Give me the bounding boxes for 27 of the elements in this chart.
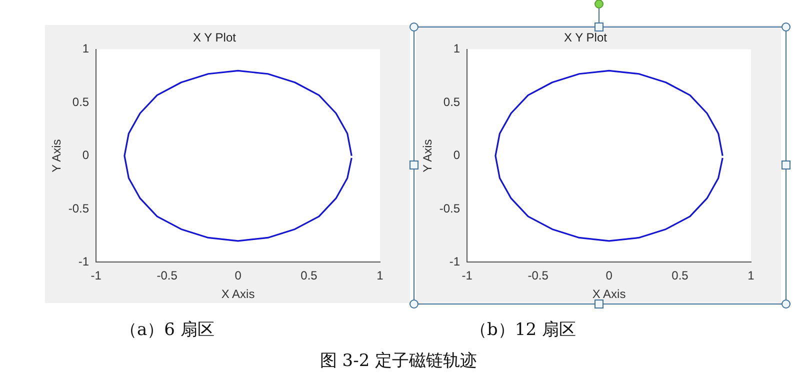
x-tick-label: 0 [234, 268, 242, 283]
caption: 图 3-2 定子磁链轨迹 [318, 350, 478, 372]
x-axis-title: X Axis [592, 287, 626, 302]
x-tick-label: 1 [748, 268, 755, 283]
text: （a）6 扇区 [120, 319, 214, 341]
text: （b）12 扇区 [470, 319, 576, 341]
x-axis-title: X Axis [221, 287, 255, 302]
y-tick-label: -1 [449, 254, 460, 269]
x-tick-label: -0.5 [528, 268, 549, 283]
chart-title: X Y Plot [564, 30, 608, 45]
x-tick-label: 0.5 [672, 268, 689, 283]
x-tick-label: -0.5 [156, 268, 178, 283]
x-tick-label: 1 [376, 268, 384, 283]
y-tick-label: 1 [82, 42, 90, 56]
y-tick-label: 1 [453, 42, 460, 56]
y-tick-label: -0.5 [439, 201, 460, 216]
x-tick-label: 0.5 [300, 268, 318, 283]
y-tick-label: 0.5 [72, 94, 90, 109]
y-tick-label: 0.5 [443, 94, 460, 109]
y-tick-label: 0 [82, 148, 90, 162]
y-tick-label: -0.5 [68, 201, 90, 216]
x-tick-label: 0 [606, 268, 613, 283]
y-axis-title: Y Axis [420, 139, 435, 172]
chart-title: X Y Plot [193, 30, 237, 45]
y-axis-title: Y Axis [50, 139, 64, 172]
y-tick-label: -1 [78, 254, 90, 269]
y-tick-label: 0 [453, 148, 460, 162]
